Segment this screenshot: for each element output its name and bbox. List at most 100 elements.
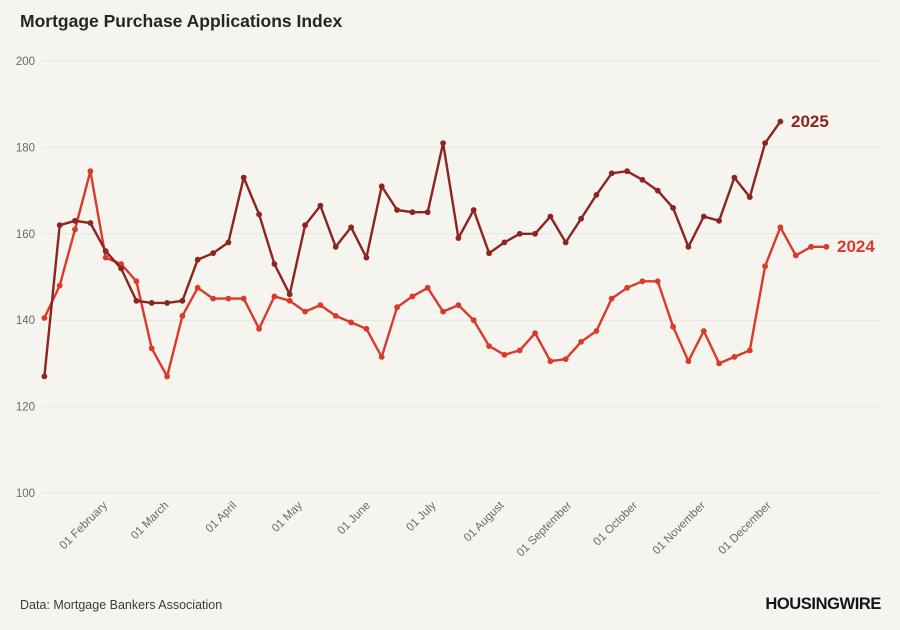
data-point-2024: [378, 354, 385, 360]
data-point-2024: [486, 343, 492, 349]
data-point-2024: [240, 295, 247, 302]
data-point-2025: [317, 202, 324, 209]
x-axis-tick-label: 01 September: [515, 500, 575, 560]
data-point-2024: [256, 325, 262, 332]
data-point-2024: [470, 317, 477, 324]
data-point-2024: [271, 293, 278, 300]
data-point-2025: [210, 250, 217, 257]
data-point-2025: [378, 183, 385, 190]
data-point-2025: [87, 220, 94, 226]
data-point-2025: [363, 254, 370, 261]
data-point-2025: [716, 217, 722, 224]
data-point-2025: [731, 174, 738, 181]
data-point-2025: [486, 250, 492, 257]
data-point-2024: [56, 282, 63, 289]
data-point-2025: [532, 230, 538, 237]
data-point-2025: [194, 256, 201, 263]
data-point-2025: [593, 192, 600, 198]
data-point-2025: [516, 230, 523, 237]
data-point-2025: [578, 215, 584, 222]
data-point-2025: [41, 373, 48, 380]
data-point-2025: [762, 140, 768, 147]
data-point-2025: [179, 297, 186, 304]
data-point-2024: [194, 284, 201, 291]
data-point-2025: [547, 213, 554, 220]
data-point-2024: [210, 295, 217, 302]
data-point-2025: [118, 265, 124, 272]
data-point-2025: [72, 217, 78, 224]
x-axis-tick-label: 01 October: [591, 500, 640, 549]
x-axis-tick-label: 01 November: [651, 500, 708, 557]
data-point-2024: [41, 315, 48, 321]
data-point-2025: [256, 211, 262, 218]
data-point-2025: [685, 243, 692, 250]
data-point-2024: [225, 295, 232, 302]
data-point-2024: [424, 284, 431, 291]
y-axis-tick-label: 200: [16, 56, 35, 68]
data-point-2024: [593, 328, 600, 334]
data-point-2024: [624, 284, 630, 291]
data-point-2025: [271, 261, 278, 267]
data-point-2024: [670, 323, 676, 330]
series-line-2024: [43, 170, 828, 378]
data-point-2024: [639, 278, 646, 285]
data-point-2024: [348, 319, 354, 326]
data-point-2024: [716, 360, 722, 367]
data-point-2025: [133, 297, 140, 304]
data-point-2024: [532, 330, 538, 337]
y-axis-tick-label: 140: [16, 315, 35, 327]
data-point-2025: [501, 239, 508, 246]
data-point-2024: [409, 293, 416, 300]
data-point-2025: [562, 239, 569, 246]
x-axis-tick-label: 01 May: [270, 499, 305, 534]
data-point-2025: [608, 170, 615, 177]
data-source-note: Data: Mortgage Bankers Association: [20, 598, 223, 612]
data-point-2025: [624, 168, 630, 175]
data-point-2024: [133, 278, 140, 285]
data-point-2024: [455, 302, 462, 308]
series-line-2025: [43, 120, 782, 378]
data-point-2024: [317, 302, 324, 308]
data-point-2024: [654, 278, 661, 285]
y-axis-tick-label: 160: [16, 229, 35, 241]
data-point-2024: [578, 338, 584, 345]
data-point-2024: [731, 354, 738, 360]
data-point-2025: [654, 187, 661, 194]
x-axis-tick-label: 01 December: [716, 500, 773, 557]
data-point-2025: [286, 291, 293, 298]
chart-title: Mortgage Purchase Applications Index: [20, 11, 343, 31]
data-point-2025: [225, 239, 232, 246]
x-axis-tick-label: 01 April: [204, 500, 240, 536]
data-point-2024: [286, 297, 293, 304]
data-point-2025: [56, 222, 63, 229]
data-point-2024: [302, 308, 308, 315]
data-point-2024: [777, 224, 784, 231]
x-axis-tick-label: 01 February: [58, 499, 111, 552]
data-point-2024: [516, 347, 523, 354]
series-label-2024: 2024: [837, 237, 875, 256]
data-point-2024: [823, 243, 830, 250]
data-point-2025: [777, 118, 784, 125]
data-point-2025: [746, 194, 753, 201]
data-point-2025: [409, 209, 416, 216]
data-point-2024: [87, 168, 94, 175]
data-point-2024: [808, 243, 814, 250]
data-point-2024: [501, 351, 508, 358]
x-axis-tick-label: 01 August: [462, 499, 507, 544]
data-point-2025: [102, 248, 109, 255]
x-axis-tick-label: 01 July: [404, 499, 438, 533]
data-point-2024: [792, 252, 799, 259]
x-axis-tick-label: 01 June: [335, 500, 372, 537]
data-point-2024: [562, 356, 569, 362]
data-point-2024: [394, 304, 400, 311]
data-point-2025: [700, 213, 707, 220]
data-point-2024: [700, 328, 707, 334]
data-point-2024: [164, 373, 171, 380]
data-point-2024: [332, 313, 339, 319]
data-point-2025: [639, 176, 646, 183]
data-point-2024: [746, 347, 753, 354]
data-point-2025: [440, 140, 446, 147]
data-point-2024: [148, 345, 155, 352]
